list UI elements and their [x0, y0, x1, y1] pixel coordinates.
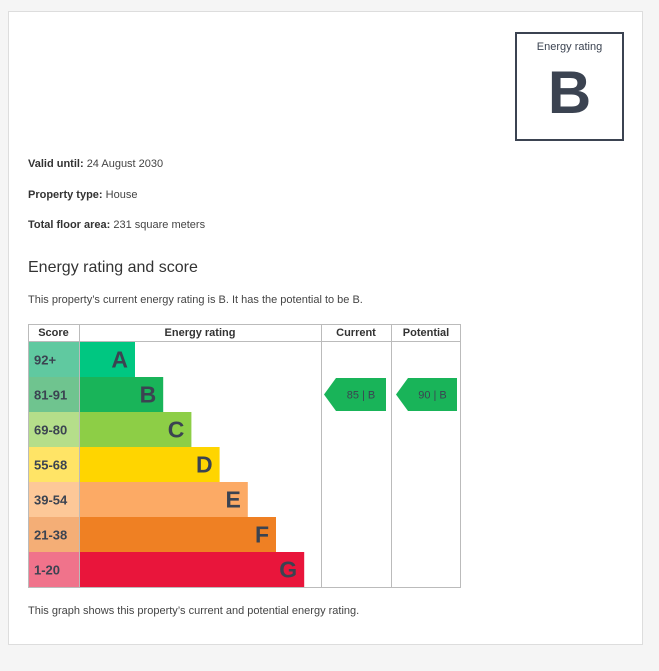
rating-bar-b [80, 377, 164, 412]
rating-letter-d: D [196, 452, 213, 478]
valid-until-row: Valid until: 24 August 2030 [28, 158, 163, 170]
score-cell-d [28, 447, 79, 482]
property-type-label: Property type: [28, 189, 103, 201]
score-cell-c [28, 412, 79, 447]
score-cell-f [28, 517, 79, 552]
score-label-g: 1-20 [34, 563, 60, 578]
valid-until-label: Valid until: [28, 158, 84, 170]
potential-label: 90 | B [418, 390, 447, 402]
energy-rating-letter: B [547, 59, 592, 126]
property-type-row: Property type: House [28, 189, 137, 201]
floor-area-label: Total floor area: [28, 219, 111, 231]
header-potential: Potential [403, 327, 449, 339]
chart-border [28, 324, 461, 588]
energy-rating-box: Energy rating B [515, 32, 624, 141]
floor-area-row: Total floor area: 231 square meters [28, 219, 205, 231]
score-label-c: 69-80 [34, 423, 67, 438]
floor-area-value: 231 square meters [113, 219, 206, 231]
rating-bar-e [80, 482, 248, 517]
rating-letter-g: G [279, 557, 297, 583]
score-cell-g [28, 552, 79, 587]
header-score: Score [38, 327, 69, 339]
rating-letter-c: C [168, 417, 185, 443]
rating-letter-e: E [225, 487, 240, 513]
current-label: 85 | B [347, 390, 376, 402]
epc-card: Energy rating B Valid until: 24 August 2… [8, 11, 643, 645]
rating-bar-a [80, 342, 135, 377]
score-cell-a [28, 342, 79, 377]
rating-bar-f [80, 517, 276, 552]
rating-description: This property’s current energy rating is… [28, 294, 363, 306]
score-label-e: 39-54 [34, 493, 68, 508]
property-type-value: House [105, 189, 138, 201]
current-arrow [324, 378, 386, 411]
score-cell-e [28, 482, 79, 517]
score-cell-b [28, 377, 79, 412]
rating-bar-c [80, 412, 192, 447]
energy-rating-box-label: Energy rating [536, 41, 603, 53]
score-label-b: 81-91 [34, 388, 67, 403]
rating-bar-d [80, 447, 220, 482]
score-label-a: 92+ [34, 353, 56, 368]
potential-arrow [396, 378, 457, 411]
section-title: Energy rating and score [28, 259, 198, 276]
rating-letter-f: F [255, 522, 269, 548]
rating-letter-b: B [140, 382, 157, 408]
score-label-f: 21-38 [34, 528, 67, 543]
score-label-d: 55-68 [34, 458, 67, 473]
rating-letter-a: A [111, 347, 128, 373]
rating-bar-g [80, 552, 305, 587]
chart-footnote: This graph shows this property’s current… [28, 605, 360, 617]
header-energy-rating: Energy rating [165, 327, 236, 339]
header-current: Current [336, 327, 376, 339]
energy-rating-chart: Score Energy rating Current Potential 92+ A 81… [28, 324, 461, 588]
valid-until-value: 24 August 2030 [86, 158, 164, 170]
